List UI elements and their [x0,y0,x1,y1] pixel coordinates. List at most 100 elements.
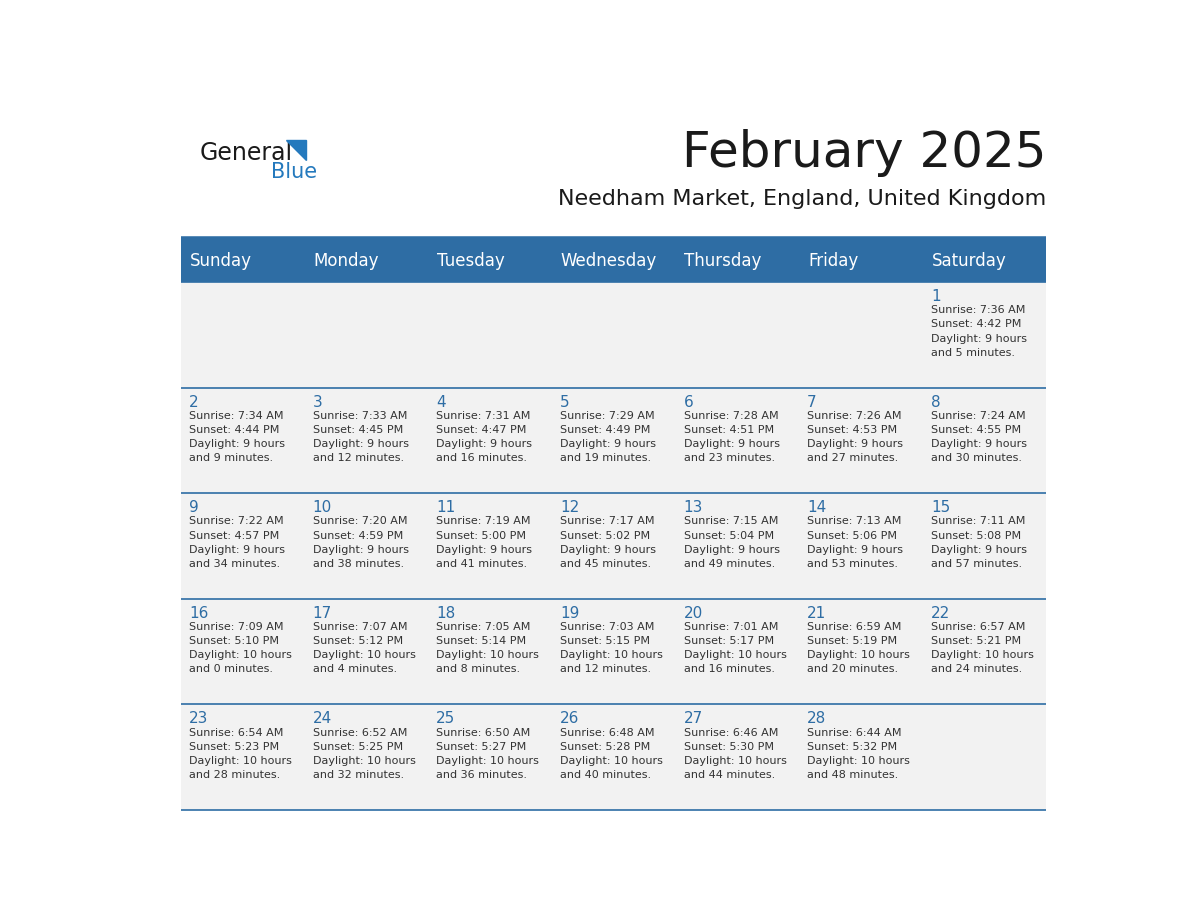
Text: Daylight: 10 hours: Daylight: 10 hours [436,756,539,766]
Text: Sunset: 5:25 PM: Sunset: 5:25 PM [312,742,403,752]
Text: and 44 minutes.: and 44 minutes. [683,770,775,780]
Bar [181,387,1047,493]
Text: Sunrise: 6:44 AM: Sunrise: 6:44 AM [807,728,902,738]
Text: 13: 13 [683,500,703,515]
Text: Sunset: 5:19 PM: Sunset: 5:19 PM [807,636,897,646]
Text: Sunset: 5:10 PM: Sunset: 5:10 PM [189,636,279,646]
Text: 4: 4 [436,395,446,409]
Text: Needham Market, England, United Kingdom: Needham Market, England, United Kingdom [558,188,1047,208]
Text: Sunrise: 7:13 AM: Sunrise: 7:13 AM [807,517,902,526]
Text: Sunset: 4:57 PM: Sunset: 4:57 PM [189,531,279,541]
Text: Daylight: 9 hours: Daylight: 9 hours [189,439,285,449]
Text: Daylight: 10 hours: Daylight: 10 hours [560,756,663,766]
Text: Sunrise: 6:57 AM: Sunrise: 6:57 AM [931,622,1025,633]
Bar [181,241,1047,282]
Text: Sunset: 5:06 PM: Sunset: 5:06 PM [807,531,897,541]
Text: Sunrise: 7:07 AM: Sunrise: 7:07 AM [312,622,407,633]
Text: and 16 minutes.: and 16 minutes. [436,453,527,464]
Text: Sunset: 5:32 PM: Sunset: 5:32 PM [807,742,897,752]
Text: Daylight: 9 hours: Daylight: 9 hours [189,544,285,554]
Text: and 34 minutes.: and 34 minutes. [189,559,280,569]
Text: Daylight: 10 hours: Daylight: 10 hours [683,650,786,660]
Text: Sunrise: 7:01 AM: Sunrise: 7:01 AM [683,622,778,633]
Text: and 49 minutes.: and 49 minutes. [683,559,775,569]
Text: 18: 18 [436,606,455,621]
Text: 8: 8 [931,395,941,409]
Text: Sunrise: 6:48 AM: Sunrise: 6:48 AM [560,728,655,738]
Text: Sunset: 5:21 PM: Sunset: 5:21 PM [931,636,1020,646]
Text: Sunset: 5:00 PM: Sunset: 5:00 PM [436,531,526,541]
Text: Daylight: 9 hours: Daylight: 9 hours [931,333,1026,343]
Text: Sunset: 5:23 PM: Sunset: 5:23 PM [189,742,279,752]
Text: and 27 minutes.: and 27 minutes. [807,453,898,464]
Text: Daylight: 10 hours: Daylight: 10 hours [312,650,416,660]
Bar [181,599,1047,704]
Text: Sunrise: 7:15 AM: Sunrise: 7:15 AM [683,517,778,526]
Text: and 9 minutes.: and 9 minutes. [189,453,273,464]
Text: 2: 2 [189,395,198,409]
Text: Daylight: 10 hours: Daylight: 10 hours [312,756,416,766]
Bar [181,493,1047,599]
Text: Sunset: 5:28 PM: Sunset: 5:28 PM [560,742,650,752]
Text: 19: 19 [560,606,580,621]
Text: 24: 24 [312,711,331,726]
Text: and 28 minutes.: and 28 minutes. [189,770,280,780]
Text: Sunrise: 7:03 AM: Sunrise: 7:03 AM [560,622,655,633]
Text: Sunrise: 6:50 AM: Sunrise: 6:50 AM [436,728,531,738]
Text: and 16 minutes.: and 16 minutes. [683,665,775,675]
Text: 10: 10 [312,500,331,515]
Text: and 0 minutes.: and 0 minutes. [189,665,273,675]
Text: Daylight: 9 hours: Daylight: 9 hours [312,544,409,554]
Text: General: General [200,140,292,164]
Text: 17: 17 [312,606,331,621]
Text: Sunset: 4:53 PM: Sunset: 4:53 PM [807,425,897,435]
Text: Sunset: 4:49 PM: Sunset: 4:49 PM [560,425,650,435]
Text: Sunrise: 7:19 AM: Sunrise: 7:19 AM [436,517,531,526]
Text: Sunset: 4:59 PM: Sunset: 4:59 PM [312,531,403,541]
Text: Sunrise: 7:22 AM: Sunrise: 7:22 AM [189,517,284,526]
Text: Sunset: 4:45 PM: Sunset: 4:45 PM [312,425,403,435]
Text: Sunrise: 7:31 AM: Sunrise: 7:31 AM [436,411,531,420]
Text: 3: 3 [312,395,322,409]
Text: Daylight: 10 hours: Daylight: 10 hours [931,650,1034,660]
Text: Daylight: 9 hours: Daylight: 9 hours [436,544,532,554]
Text: Sunrise: 7:26 AM: Sunrise: 7:26 AM [807,411,902,420]
Text: and 36 minutes.: and 36 minutes. [436,770,527,780]
Text: Sunrise: 7:05 AM: Sunrise: 7:05 AM [436,622,531,633]
Text: Sunrise: 7:29 AM: Sunrise: 7:29 AM [560,411,655,420]
Text: Sunrise: 6:52 AM: Sunrise: 6:52 AM [312,728,407,738]
Text: February 2025: February 2025 [682,129,1047,176]
Text: Friday: Friday [808,252,859,271]
Text: Sunset: 5:02 PM: Sunset: 5:02 PM [560,531,650,541]
Text: Sunset: 4:55 PM: Sunset: 4:55 PM [931,425,1020,435]
Text: Sunset: 5:08 PM: Sunset: 5:08 PM [931,531,1020,541]
Text: Sunrise: 7:09 AM: Sunrise: 7:09 AM [189,622,284,633]
Text: Daylight: 9 hours: Daylight: 9 hours [560,439,656,449]
Text: 27: 27 [683,711,703,726]
Text: Daylight: 10 hours: Daylight: 10 hours [683,756,786,766]
Text: Daylight: 9 hours: Daylight: 9 hours [807,439,903,449]
Text: Sunrise: 6:59 AM: Sunrise: 6:59 AM [807,622,902,633]
Text: Sunset: 5:14 PM: Sunset: 5:14 PM [436,636,526,646]
Text: and 5 minutes.: and 5 minutes. [931,348,1015,358]
Text: 15: 15 [931,500,950,515]
Text: Daylight: 10 hours: Daylight: 10 hours [807,756,910,766]
Text: and 57 minutes.: and 57 minutes. [931,559,1022,569]
Text: Blue: Blue [271,162,317,182]
Text: Sunday: Sunday [190,252,252,271]
Text: Sunset: 5:15 PM: Sunset: 5:15 PM [560,636,650,646]
Text: 14: 14 [807,500,827,515]
Text: Sunrise: 7:20 AM: Sunrise: 7:20 AM [312,517,407,526]
Text: Sunrise: 7:24 AM: Sunrise: 7:24 AM [931,411,1025,420]
Text: Sunrise: 7:36 AM: Sunrise: 7:36 AM [931,306,1025,315]
Text: 12: 12 [560,500,580,515]
Text: Sunset: 4:51 PM: Sunset: 4:51 PM [683,425,773,435]
Text: Sunrise: 7:11 AM: Sunrise: 7:11 AM [931,517,1025,526]
Text: Sunrise: 7:33 AM: Sunrise: 7:33 AM [312,411,407,420]
Text: Daylight: 9 hours: Daylight: 9 hours [683,544,779,554]
Text: 11: 11 [436,500,455,515]
Text: Sunset: 4:47 PM: Sunset: 4:47 PM [436,425,526,435]
Text: Sunset: 5:04 PM: Sunset: 5:04 PM [683,531,773,541]
Text: Sunset: 5:17 PM: Sunset: 5:17 PM [683,636,773,646]
Text: Sunset: 5:30 PM: Sunset: 5:30 PM [683,742,773,752]
